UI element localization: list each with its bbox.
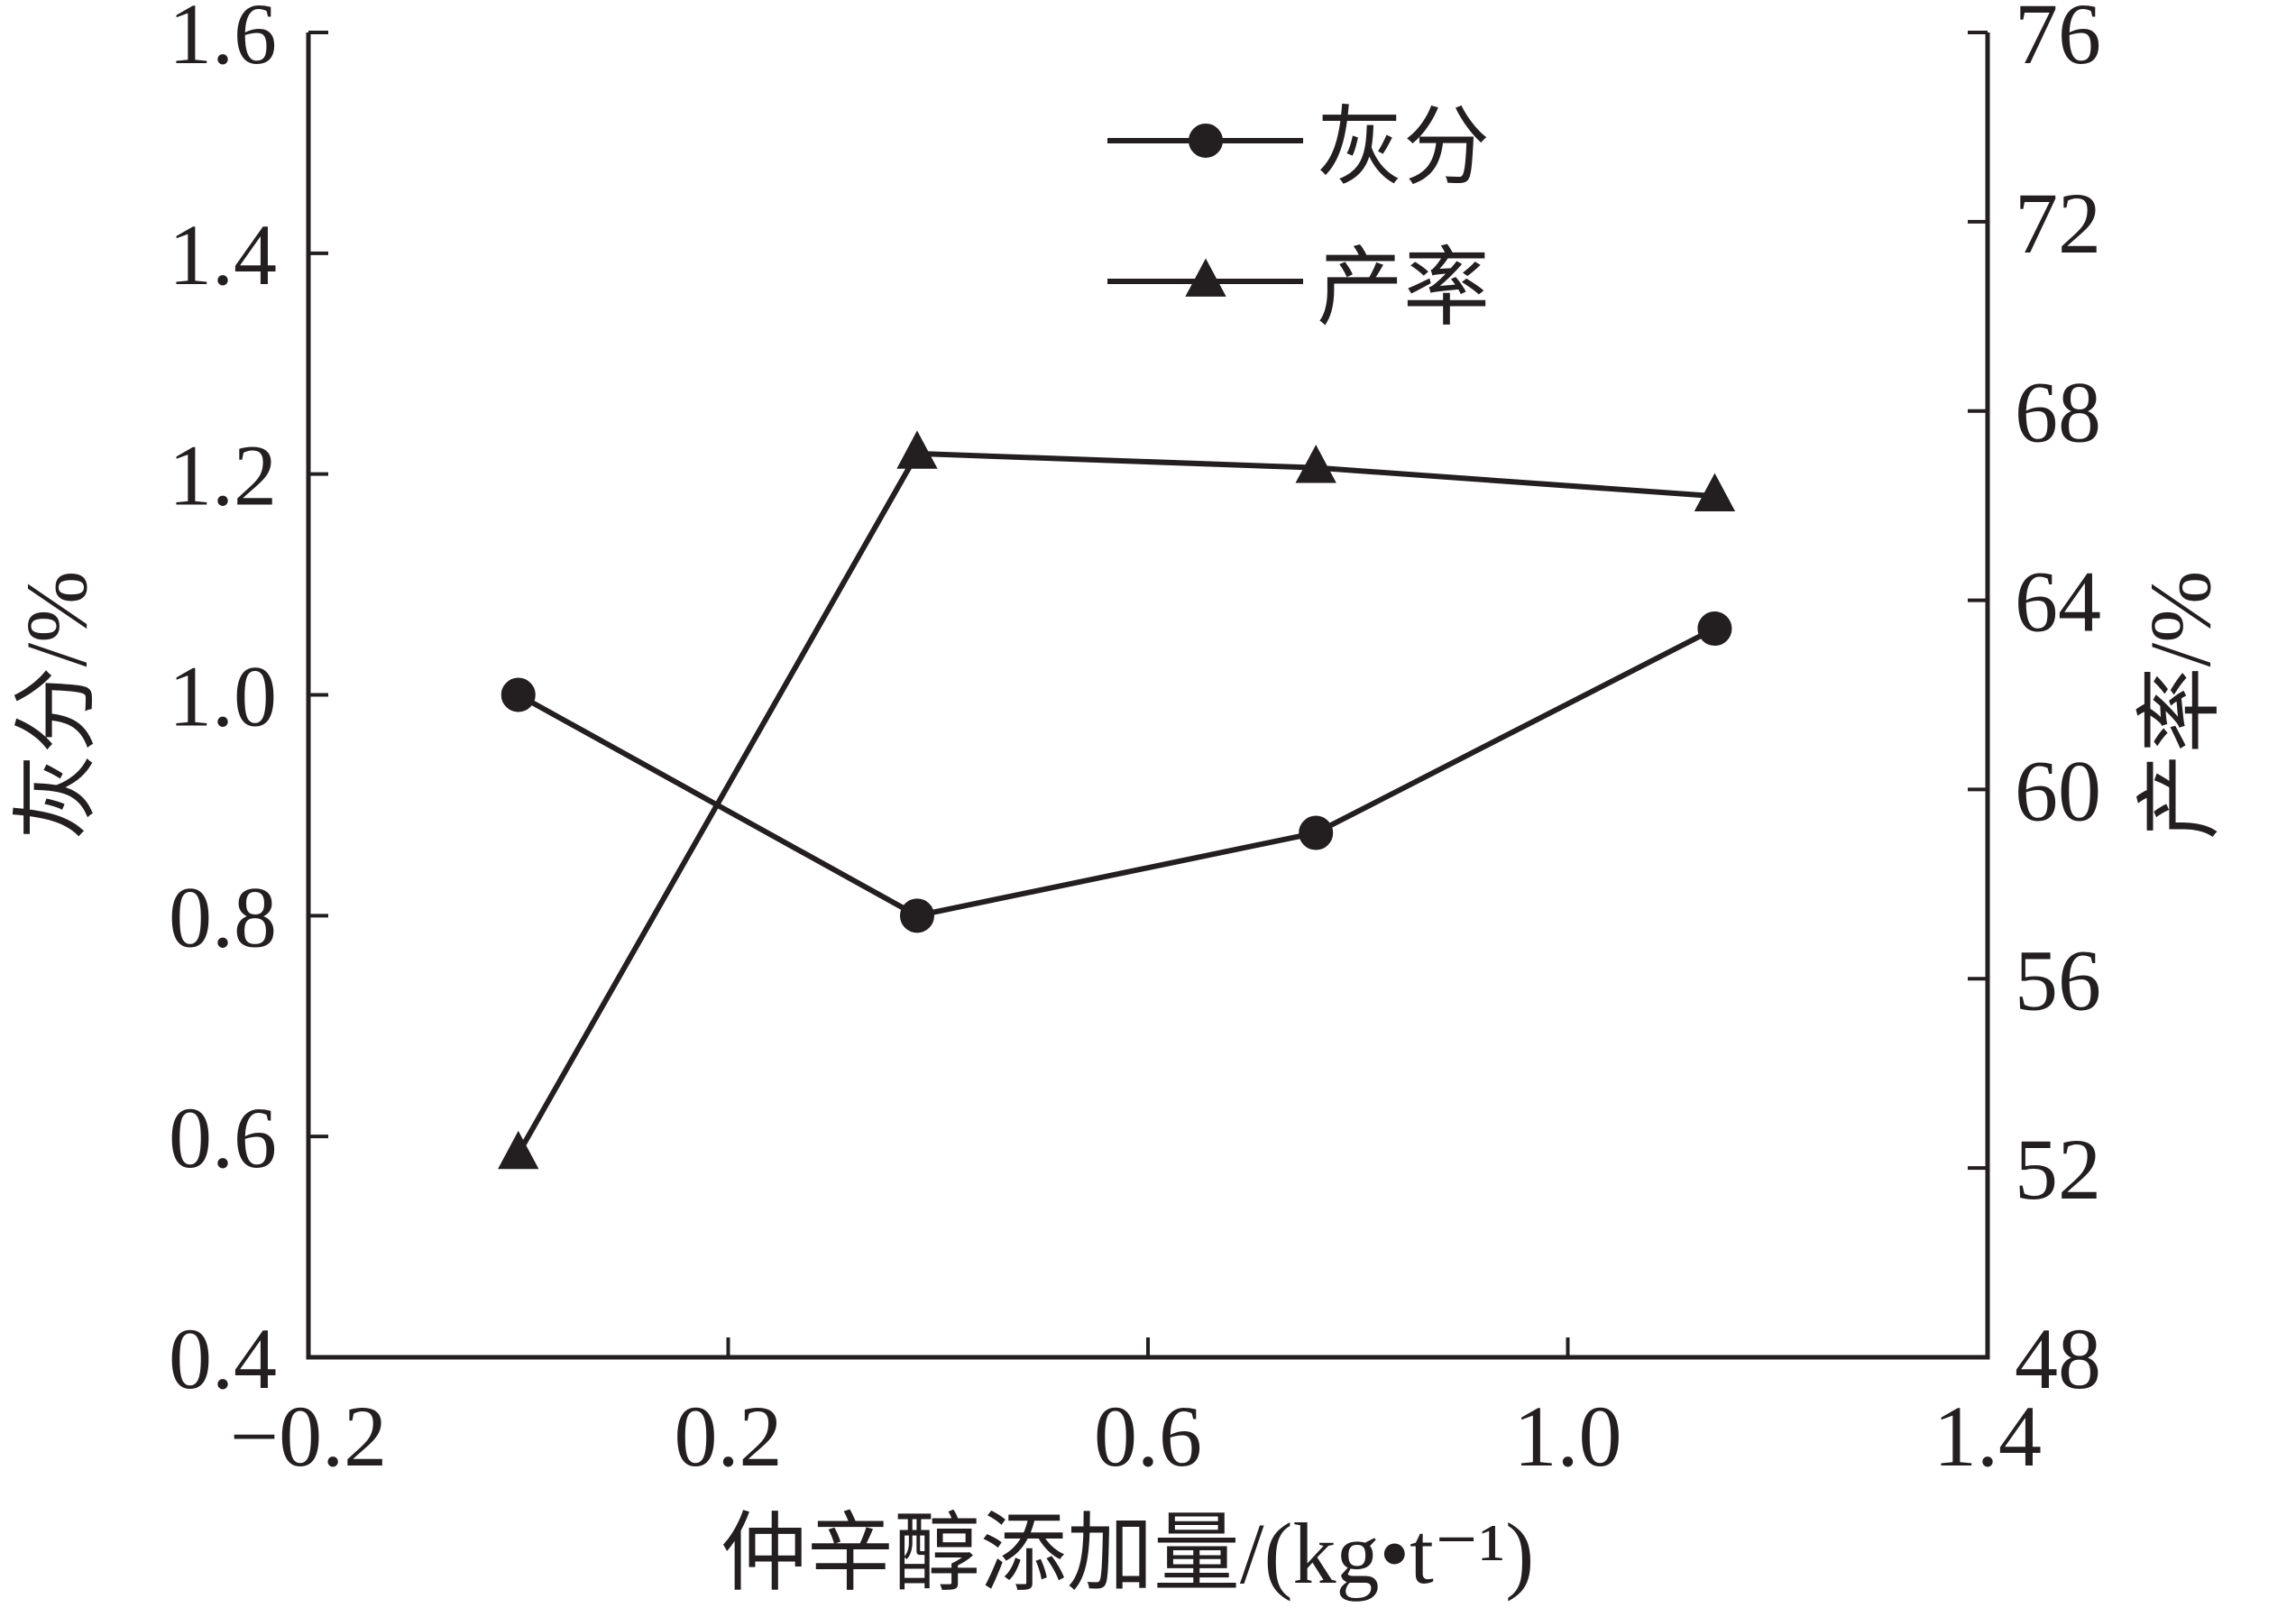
series-line-triangle [516,450,1715,1155]
y-left-tick-label: 1.0 [169,648,277,745]
series-group [498,430,1736,1170]
plot-frame [306,32,1990,1360]
series-line-circle [517,626,1716,919]
x-tick-label: −0.2 [230,1388,387,1484]
x-tick-label: 0.2 [675,1388,783,1484]
data-point-triangle [1694,473,1736,512]
x-tick-label: 1.0 [1514,1388,1622,1484]
y-right-tick-label: 48 [2015,1310,2101,1407]
data-point-circle [1299,815,1334,850]
y-left-tick-label: 1.4 [169,207,277,303]
y-left-tick-label: 0.8 [169,868,277,965]
legend-label: 产率 [1317,240,1490,336]
y-right-tick-label: 72 [2015,175,2101,271]
data-point-triangle [498,1130,539,1170]
y-left-tick-label: 1.2 [169,427,277,524]
data-point-circle [899,898,934,933]
y-left-axis-title: 灰分/% [8,571,105,841]
legend-marker-triangle [1185,258,1226,297]
tick-labels-group: −0.2 0.2 0.6 1.0 1.4 0.4 0.6 0.8 1.0 1.2 1.4 1.6 48 5… [169,0,2101,1484]
y-left-tick-label: 1.6 [169,0,277,82]
legend-marker-circle [1189,124,1223,158]
series-triangle [498,430,1736,1170]
y-right-tick-label: 64 [2015,554,2101,650]
data-point-circle [1697,611,1732,647]
axes-group [306,32,1990,1360]
ticks-group [307,31,1989,1359]
legend-item: 产率 [1107,240,1490,336]
legend-item: 灰分 [1107,99,1490,196]
y-left-tick-label: 0.4 [169,1310,277,1407]
y-right-tick-label: 76 [2015,0,2101,82]
y-left-tick-label: 0.6 [169,1089,277,1186]
data-point-triangle [1295,445,1336,483]
legend-label: 灰分 [1317,99,1490,196]
data-point-triangle [896,430,938,469]
y-right-tick-label: 60 [2015,742,2101,839]
data-point-circle [501,677,536,712]
y-right-tick-label: 52 [2015,1121,2101,1217]
x-tick-label: 0.6 [1094,1388,1202,1484]
y-right-axis-title: 产率/% [2132,571,2228,841]
series-circle [501,611,1732,933]
y-right-tick-label: 68 [2015,364,2101,461]
x-axis-title: 仲辛醇添加量/(kg•t⁻¹) [721,1505,1534,1602]
x-tick-label: 1.4 [1933,1388,2042,1484]
y-right-tick-label: 56 [2015,932,2101,1028]
